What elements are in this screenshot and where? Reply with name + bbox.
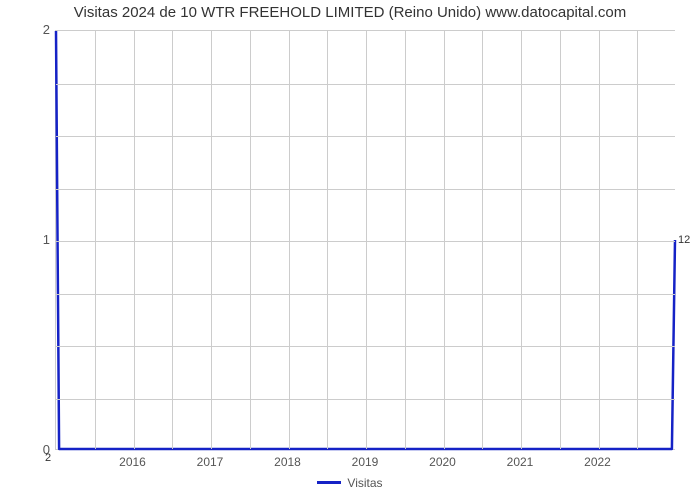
endpoint-label-left: 2 (45, 452, 51, 464)
grid-line-v (444, 31, 445, 449)
grid-line-v (172, 31, 173, 449)
grid-line-v (211, 31, 212, 449)
x-tick-label: 2020 (429, 455, 456, 469)
chart-title: Visitas 2024 de 10 WTR FREEHOLD LIMITED … (0, 4, 700, 21)
legend: Visitas (0, 475, 700, 490)
x-tick-label: 2019 (352, 455, 379, 469)
grid-line-v (134, 31, 135, 449)
grid-line-v (482, 31, 483, 449)
endpoint-label-right: 12 (678, 234, 690, 246)
x-tick-label: 2018 (274, 455, 301, 469)
grid-line-v (289, 31, 290, 449)
grid-line-v (405, 31, 406, 449)
grid-line-v (250, 31, 251, 449)
x-tick-label: 2016 (119, 455, 146, 469)
x-tick-label: 2022 (584, 455, 611, 469)
y-tick-label: 2 (30, 22, 50, 37)
grid-line-v (599, 31, 600, 449)
grid-line-v (637, 31, 638, 449)
legend-label: Visitas (347, 476, 382, 490)
grid-line-v (521, 31, 522, 449)
x-tick-label: 2017 (197, 455, 224, 469)
grid-line-v (95, 31, 96, 449)
grid-line-v (560, 31, 561, 449)
plot-area (55, 30, 675, 450)
legend-swatch (317, 481, 341, 484)
y-tick-label: 1 (30, 232, 50, 247)
grid-line-v (327, 31, 328, 449)
grid-line-v (366, 31, 367, 449)
x-tick-label: 2021 (507, 455, 534, 469)
